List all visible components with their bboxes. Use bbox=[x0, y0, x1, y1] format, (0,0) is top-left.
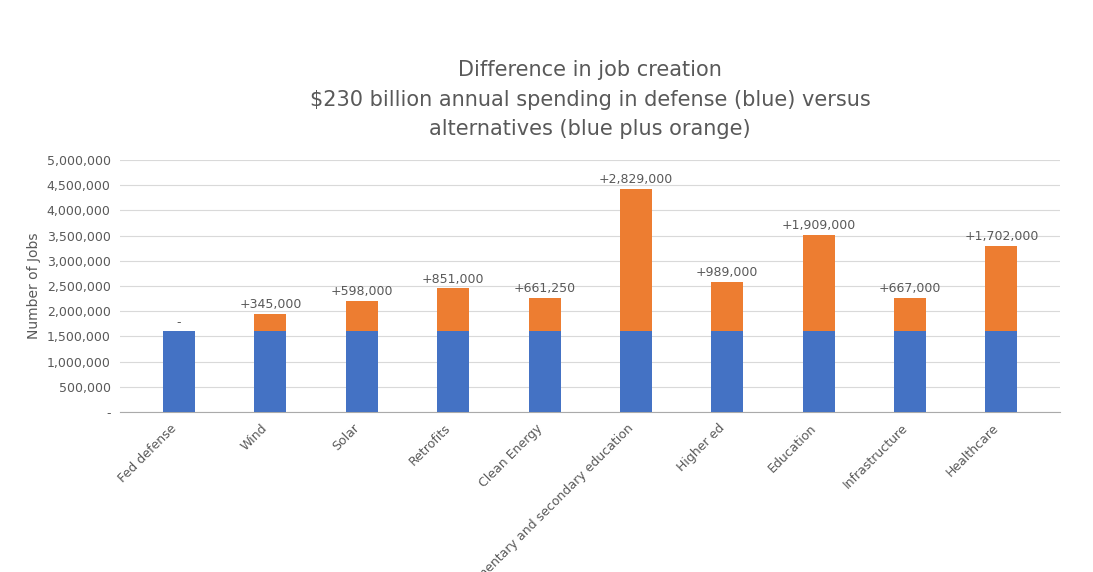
Bar bbox=[345, 301, 378, 331]
Bar bbox=[620, 189, 651, 331]
Bar bbox=[986, 331, 1018, 412]
Bar bbox=[802, 235, 835, 331]
Bar bbox=[894, 298, 926, 331]
Text: +345,000: +345,000 bbox=[239, 298, 302, 311]
Text: +661,250: +661,250 bbox=[514, 282, 576, 295]
Bar bbox=[802, 331, 835, 412]
Bar bbox=[529, 298, 561, 331]
Bar bbox=[894, 331, 926, 412]
Text: -: - bbox=[177, 316, 181, 328]
Bar bbox=[712, 331, 743, 412]
Text: +598,000: +598,000 bbox=[330, 285, 393, 299]
Bar bbox=[620, 331, 651, 412]
Bar bbox=[345, 331, 378, 412]
Bar bbox=[163, 331, 195, 412]
Text: +1,702,000: +1,702,000 bbox=[964, 230, 1038, 243]
Bar bbox=[437, 331, 469, 412]
Text: +989,000: +989,000 bbox=[696, 266, 759, 279]
Bar bbox=[986, 245, 1018, 331]
Text: +2,829,000: +2,829,000 bbox=[599, 173, 673, 186]
Y-axis label: Number of Jobs: Number of Jobs bbox=[27, 233, 40, 339]
Text: +1,909,000: +1,909,000 bbox=[781, 220, 856, 232]
Bar bbox=[437, 288, 469, 331]
Bar bbox=[529, 331, 561, 412]
Bar bbox=[255, 331, 286, 412]
Bar bbox=[712, 281, 743, 331]
Text: +851,000: +851,000 bbox=[422, 273, 484, 285]
Title: Difference in job creation
$230 billion annual spending in defense (blue) versus: Difference in job creation $230 billion … bbox=[309, 60, 871, 139]
Bar bbox=[255, 314, 286, 331]
Text: +667,000: +667,000 bbox=[879, 282, 941, 295]
